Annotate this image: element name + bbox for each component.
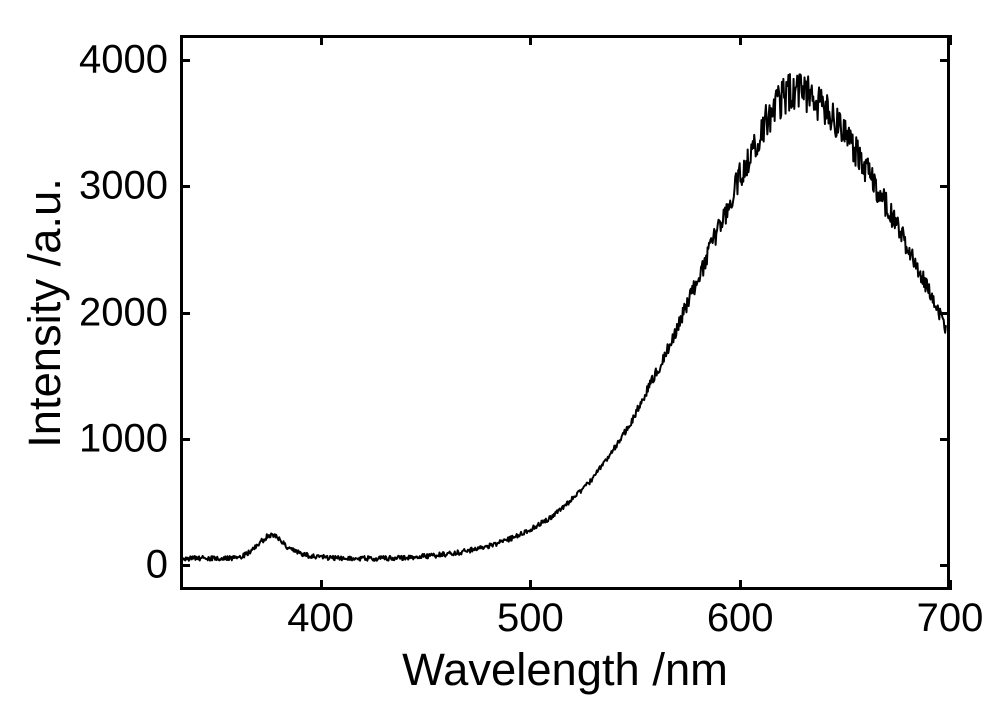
- plot-area: [180, 35, 950, 590]
- y-tick: [940, 185, 950, 188]
- x-tick-label: 600: [707, 596, 774, 641]
- x-tick: [739, 580, 742, 590]
- y-tick: [940, 59, 950, 62]
- y-tick-label: 0: [146, 542, 168, 587]
- x-tick: [529, 35, 532, 45]
- x-tick-label: 400: [287, 596, 354, 641]
- y-tick: [940, 564, 950, 567]
- y-tick-label: 1000: [79, 416, 168, 461]
- y-tick: [180, 312, 190, 315]
- x-tick: [320, 35, 323, 45]
- x-tick: [949, 580, 952, 590]
- y-tick: [940, 312, 950, 315]
- spectrum-line: [183, 74, 947, 561]
- y-tick: [180, 564, 190, 567]
- y-tick: [940, 438, 950, 441]
- x-axis-label: Wavelength /nm: [402, 644, 728, 696]
- y-tick: [180, 185, 190, 188]
- y-tick-label: 4000: [79, 38, 168, 83]
- x-tick: [739, 35, 742, 45]
- spectrum-figure: Intensity /a.u. Wavelength /nm 400 500 600…: [0, 0, 1000, 712]
- x-tick: [949, 35, 952, 45]
- y-tick: [180, 59, 190, 62]
- x-tick-label: 700: [917, 596, 984, 641]
- y-tick: [180, 438, 190, 441]
- y-tick-label: 3000: [79, 164, 168, 209]
- series-layer: [183, 38, 947, 587]
- x-tick: [529, 580, 532, 590]
- y-tick-label: 2000: [79, 290, 168, 335]
- x-tick: [320, 580, 323, 590]
- x-tick-label: 500: [497, 596, 564, 641]
- y-axis-label: Intensity /a.u.: [19, 178, 71, 448]
